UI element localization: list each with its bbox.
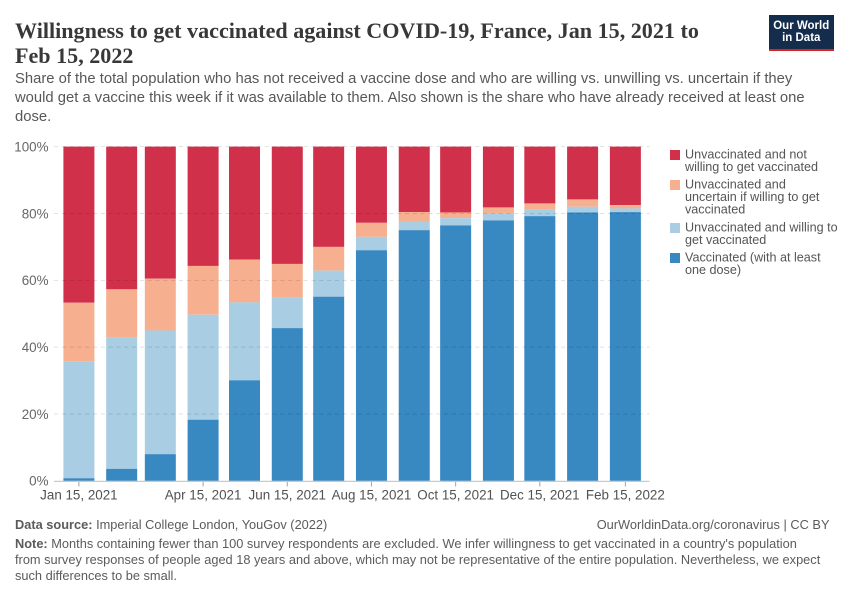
svg-text:0%: 0% <box>29 474 48 489</box>
svg-text:Dec 15, 2021: Dec 15, 2021 <box>500 488 580 503</box>
svg-text:Vaccinated (with at least: Vaccinated (with at least <box>685 251 821 265</box>
svg-text:Oct 15, 2021: Oct 15, 2021 <box>417 488 494 503</box>
svg-text:Unvaccinated and: Unvaccinated and <box>685 178 786 192</box>
svg-text:40%: 40% <box>22 340 49 355</box>
svg-text:80%: 80% <box>22 206 49 221</box>
svg-text:get vaccinated: get vaccinated <box>685 233 766 247</box>
svg-text:20%: 20% <box>22 407 49 422</box>
svg-text:Aug 15, 2021: Aug 15, 2021 <box>332 488 412 503</box>
svg-text:Unvaccinated and not: Unvaccinated and not <box>685 148 807 162</box>
svg-text:Feb 15, 2022: Feb 15, 2022 <box>586 488 665 503</box>
svg-text:Apr 15, 2021: Apr 15, 2021 <box>165 488 242 503</box>
svg-text:willing to get vaccinated: willing to get vaccinated <box>684 160 818 174</box>
svg-text:Unvaccinated and willing to: Unvaccinated and willing to <box>685 221 838 235</box>
svg-text:60%: 60% <box>22 273 49 288</box>
svg-text:100%: 100% <box>14 139 48 154</box>
svg-text:Jan 15, 2021: Jan 15, 2021 <box>40 488 117 503</box>
svg-text:one dose): one dose) <box>685 263 741 277</box>
svg-text:uncertain if willing to get: uncertain if willing to get <box>685 190 820 204</box>
svg-text:vaccinated: vaccinated <box>685 202 745 216</box>
svg-text:Jun 15, 2021: Jun 15, 2021 <box>249 488 326 503</box>
